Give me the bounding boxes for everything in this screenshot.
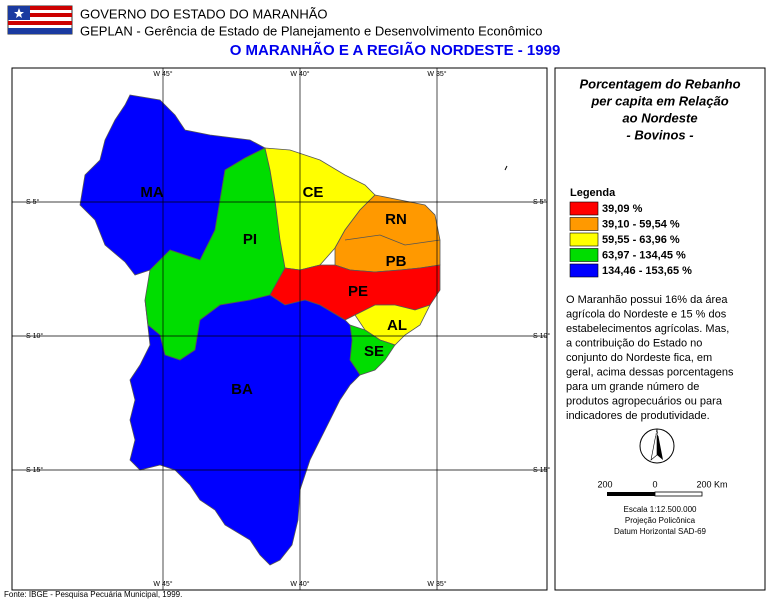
scale-label: 200 (597, 479, 612, 489)
lat-label: S 5° (26, 198, 40, 206)
legend-label: 59,55 - 63,96 % (602, 234, 680, 246)
legend-label: 63,97 - 134,45 % (602, 249, 686, 261)
legend-label: 134,46 - 153,65 % (602, 265, 692, 277)
lat-label: S 10° (533, 332, 550, 340)
state-label: SE (364, 343, 384, 360)
scale-bar (607, 491, 703, 497)
description: a contribuição do Estado no (566, 337, 702, 349)
lon-label: W 45° (153, 70, 172, 78)
legend-swatch (569, 232, 599, 247)
lon-label: W 35° (427, 70, 446, 78)
lat-label: S 15° (26, 466, 43, 474)
legend-title: Legenda (570, 187, 616, 199)
scale-label: 200 Km (696, 479, 727, 489)
compass-label: N (654, 431, 659, 438)
description: para um grande número de (566, 381, 699, 393)
map-note: Projeção Policônica (625, 516, 696, 525)
map-note: Escala 1:12.500.000 (624, 505, 697, 514)
compass (639, 428, 675, 464)
lon-label: W 40° (290, 580, 309, 588)
lat-label: S 5° (533, 198, 547, 206)
lon-label: W 45° (153, 580, 172, 588)
state-label: AL (387, 317, 407, 334)
legend-label: 39,10 - 59,54 % (602, 218, 680, 230)
panel-frame (554, 67, 766, 591)
state-label: MA (140, 184, 163, 201)
description: produtos agropecuários ou para (566, 395, 723, 407)
legend-swatch (569, 248, 599, 262)
state (129, 294, 361, 566)
panel-title: Porcentagem do Rebanho (579, 76, 740, 91)
state-label: BA (231, 381, 253, 398)
legend-swatch (569, 217, 599, 231)
island (504, 165, 508, 171)
panel-title: ao Nordeste (622, 110, 697, 125)
state-label: PB (386, 253, 407, 270)
states (79, 94, 441, 566)
map-note: Datum Horizontal SAD-69 (614, 527, 707, 536)
panel-title: - Bovinos - (626, 127, 693, 142)
lon-label: W 35° (427, 580, 446, 588)
description: indicadores de produtividade. (566, 410, 710, 422)
lat-label: S 15° (533, 466, 550, 474)
description: estabelecimentos agrícolas. Mas, (566, 323, 729, 335)
header-title: O MARANHÃO E A REGIÃO NORDESTE - 1999 (230, 41, 561, 59)
description: conjunto do Nordeste fica, em (566, 352, 712, 364)
state-label: RN (385, 211, 407, 228)
panel-title: per capita em Relação (590, 93, 728, 108)
header-line2: GEPLAN - Gerência de Estado de Planejame… (80, 23, 542, 38)
description: O Maranhão possui 16% da área (566, 294, 728, 306)
state-label: PI (243, 231, 257, 248)
scale-label: 0 (652, 479, 657, 489)
logo (7, 5, 73, 35)
description: agrícola do Nordeste e 15 % dos (566, 308, 727, 320)
lon-label: W 40° (290, 70, 309, 78)
header-line1: GOVERNO DO ESTADO DO MARANHÃO (80, 6, 328, 21)
lat-label: S 10° (26, 332, 43, 340)
legend-swatch (569, 201, 599, 216)
state-border (344, 234, 441, 246)
legend-swatch (569, 263, 599, 278)
state-label: CE (303, 184, 324, 201)
description: geral, acima dessas porcentagens (566, 366, 734, 378)
graticule (12, 68, 547, 590)
state-label: PE (348, 283, 368, 300)
legend-label: 39,09 % (602, 203, 643, 215)
footer-source: Fonte: IBGE - Pesquisa Pecuária Municipa… (4, 590, 182, 599)
